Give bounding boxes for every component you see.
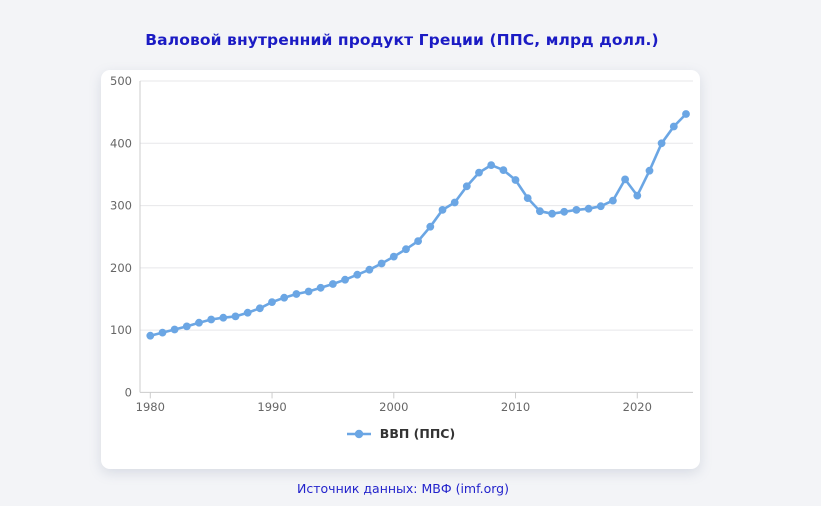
data-point-2020[interactable] [633,191,642,200]
x-axis-label-2020: 2020 [623,400,652,414]
legend-line-marker-icon [346,429,371,438]
data-point-2024[interactable] [682,110,690,118]
data-point-1989[interactable] [256,304,264,313]
data-point-1996[interactable] [341,275,349,284]
data-point-2022[interactable] [657,139,666,148]
data-point-2017[interactable] [596,202,605,211]
data-point-2016[interactable] [584,204,593,213]
y-axis-tick-300: 300 [110,199,132,213]
data-point-2002[interactable] [414,237,422,246]
data-point-1980[interactable] [146,331,155,340]
data-point-2015[interactable] [572,206,581,214]
y-axis-tick-500: 500 [110,74,132,88]
y-axis-tick-0: 0 [125,385,132,399]
x-axis-label-2000: 2000 [379,400,408,414]
data-point-2010[interactable] [511,176,520,184]
data-point-2005[interactable] [450,198,459,207]
data-point-2013[interactable] [548,209,556,218]
series-line-gdp-pps [148,112,688,338]
data-point-2007[interactable] [475,168,483,177]
data-point-1991[interactable] [280,293,289,302]
data-point-1983[interactable] [182,322,191,331]
data-point-1995[interactable] [329,280,337,288]
data-point-2019[interactable] [621,175,629,184]
data-point-2012[interactable] [536,207,544,216]
data-point-2011[interactable] [523,194,532,202]
data-point-1992[interactable] [292,290,301,298]
data-point-2018[interactable] [609,196,617,205]
data-point-1997[interactable] [353,270,362,279]
y-axis-tick-100: 100 [110,323,132,337]
data-point-1988[interactable] [243,308,252,317]
series-markers-gdp-pps [146,110,690,340]
x-axis-label-1990: 1990 [257,400,286,414]
data-point-2004[interactable] [438,206,447,214]
chart-card: 0 100 200 300 400 500 1980 1990 2000 2010 2020 ВВП… [101,70,700,469]
data-point-2023[interactable] [669,122,678,131]
data-point-2001[interactable] [402,245,410,254]
x-axis-label-2010: 2010 [501,400,530,414]
data-point-2014[interactable] [560,207,569,216]
data-point-1999[interactable] [377,259,386,268]
data-point-1987[interactable] [231,312,240,321]
data-point-1985[interactable] [207,315,216,324]
data-source-note: Источник данных: МВФ (imf.org) [297,481,509,496]
data-point-1984[interactable] [195,318,203,327]
legend-item-gdp-pps[interactable]: ВВП (ППС) [101,426,700,441]
data-point-1990[interactable] [268,298,276,306]
data-point-2021[interactable] [645,166,654,175]
page-title: Валовой внутренний продукт Греции (ППС, … [145,31,659,49]
data-point-1998[interactable] [365,265,374,274]
data-point-2008[interactable] [487,161,496,169]
y-axis-tick-400: 400 [110,136,132,150]
data-point-2000[interactable] [389,252,398,261]
data-point-1994[interactable] [316,283,325,292]
data-point-1986[interactable] [219,313,228,322]
data-point-1993[interactable] [304,287,313,296]
data-point-1981[interactable] [158,328,167,337]
data-point-2003[interactable] [426,222,435,231]
data-point-2006[interactable] [462,182,471,191]
x-axis-label-1980: 1980 [136,400,165,414]
y-axis-tick-200: 200 [110,261,132,275]
data-point-2009[interactable] [499,166,508,174]
gdp-line-chart: 0 100 200 300 400 500 1980 1990 2000 2010 2020 [110,74,693,414]
legend-series-label: ВВП (ППС) [379,426,456,441]
data-point-1982[interactable] [170,325,179,334]
